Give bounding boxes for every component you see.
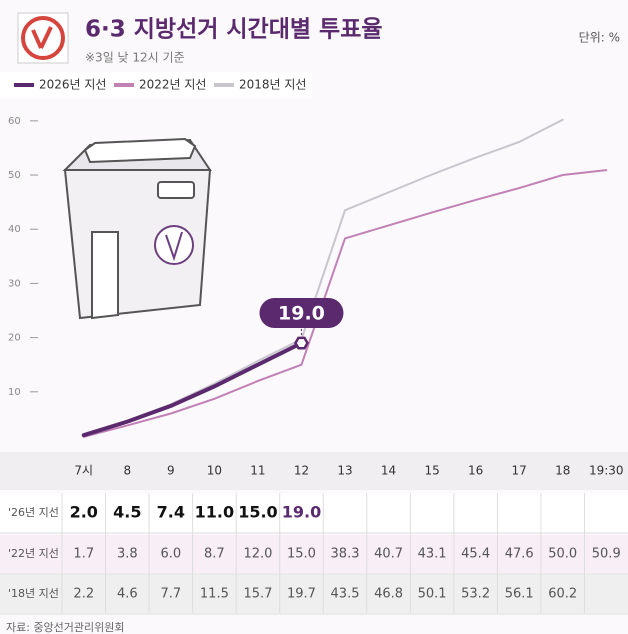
- logo-frame: [17, 12, 69, 64]
- table-cell: 15.7: [243, 587, 272, 602]
- ballot-box: [62, 137, 212, 320]
- point-marker: [294, 336, 309, 350]
- series-line: [81, 341, 304, 438]
- table-cell: 7.4: [157, 503, 185, 522]
- series-line: [82, 169, 608, 438]
- x-tick-label: 12: [294, 464, 309, 478]
- table-cell: 56.1: [505, 587, 534, 602]
- table-cell: 15.0: [238, 503, 277, 522]
- table-cell: 50.0: [548, 547, 577, 562]
- x-tick-label: 10: [207, 464, 222, 478]
- x-tick-label: 16: [468, 464, 483, 478]
- table-cell: 6.0: [161, 547, 182, 562]
- table-cell: 2.2: [73, 587, 94, 602]
- row-label: '26년 지선: [8, 506, 59, 519]
- table-cell: 11.5: [200, 587, 229, 602]
- y-tick-label: 50: [8, 170, 21, 181]
- table-cell: 43.5: [331, 587, 360, 602]
- row-bg: [0, 535, 628, 573]
- table-cell: 45.4: [461, 547, 490, 562]
- x-tick-label: 18: [555, 464, 570, 478]
- callout-label: 19.0: [278, 303, 325, 325]
- y-tick-label: 30: [8, 278, 21, 289]
- y-tick-label: 20: [8, 333, 21, 344]
- legend-label: 2022년 지선: [139, 78, 206, 92]
- logo-stamp: [21, 16, 65, 60]
- table-cell: 4.5: [113, 503, 141, 522]
- unit-label: 단위: %: [579, 31, 620, 45]
- x-tick-label: 11: [250, 464, 265, 478]
- legend-label: 2018년 지선: [239, 78, 306, 92]
- source: 자료: 중앙선거관리위원회: [6, 621, 125, 634]
- table-cell: 3.8: [117, 547, 138, 562]
- table-cell: 46.8: [374, 587, 403, 602]
- table-cell: 40.7: [374, 547, 403, 562]
- table-header-bg: [0, 452, 628, 490]
- table-cell: 19.0: [282, 503, 321, 522]
- row-label: '18년 지선: [8, 587, 59, 600]
- row-bg: [0, 575, 628, 613]
- logo-mark: [31, 26, 53, 49]
- legend-label: 2026년 지선: [39, 78, 106, 92]
- y-tick-label: 10: [8, 387, 21, 398]
- x-tick-label: 15: [424, 464, 439, 478]
- chart-subtitle: ※3일 낮 12시 기준: [85, 51, 185, 65]
- row-label: '22년 지선: [8, 547, 59, 560]
- table-cell: 1.7: [73, 547, 94, 562]
- table-cell: 11.0: [195, 503, 234, 522]
- table-cell: 8.7: [204, 547, 225, 562]
- table-cell: 12.0: [243, 547, 272, 562]
- table-cell: 4.6: [117, 587, 138, 602]
- callout-box: [259, 298, 344, 329]
- x-tick-label: 14: [381, 464, 396, 478]
- table-cell: 38.3: [331, 547, 360, 562]
- table-cell: 50.9: [592, 547, 621, 562]
- table-cell: 7.7: [161, 587, 182, 602]
- y-tick-label: 60: [8, 116, 21, 127]
- x-tick-label: 13: [337, 464, 352, 478]
- table-cell: 43.1: [418, 547, 447, 562]
- table-cell: 47.6: [505, 547, 534, 562]
- row-bg: [0, 493, 628, 533]
- table-cell: 50.1: [418, 587, 447, 602]
- x-tick-label: 7시: [74, 464, 93, 478]
- x-tick-label: 9: [167, 464, 175, 478]
- table-cell: 19.7: [287, 587, 316, 602]
- y-tick-label: 40: [8, 224, 21, 235]
- table-cell: 15.0: [287, 547, 316, 562]
- table-cell: 2.0: [70, 503, 98, 522]
- table-cell: 60.2: [548, 587, 577, 602]
- legend-box: [0, 72, 312, 98]
- x-tick-label: 8: [123, 464, 131, 478]
- x-tick-label: 19:30: [589, 464, 624, 478]
- x-tick-label: 17: [512, 464, 527, 478]
- table-cell: 53.2: [461, 587, 490, 602]
- chart-title: 6·3 지방선거 시간대별 투표율: [85, 17, 383, 43]
